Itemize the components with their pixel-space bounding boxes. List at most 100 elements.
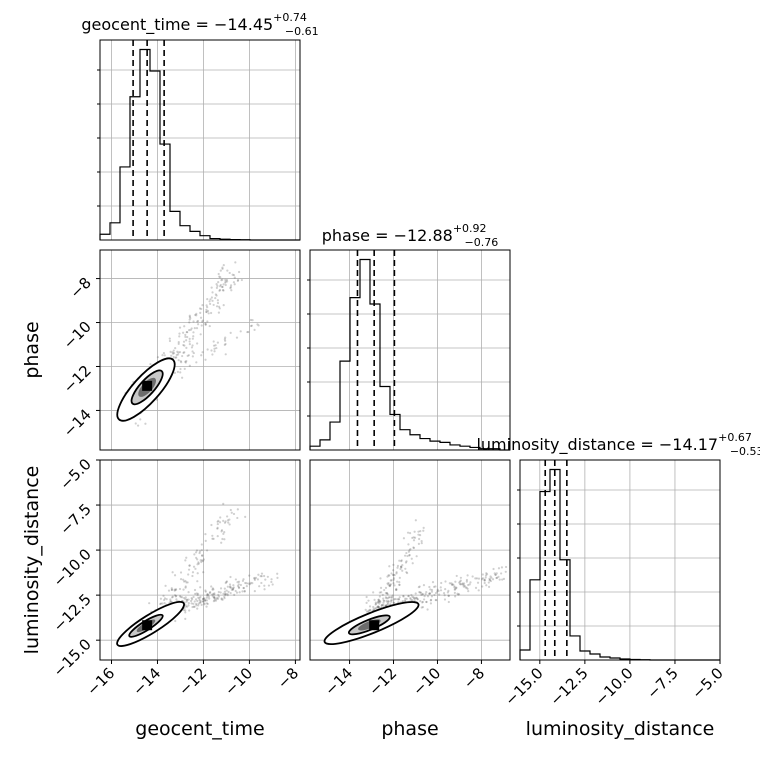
- scatter-point: [398, 559, 401, 562]
- scatter-point: [488, 578, 492, 581]
- scatter-point: [199, 559, 202, 562]
- scatter-point: [229, 508, 232, 512]
- scatter-point: [172, 355, 175, 359]
- scatter-point: [212, 303, 215, 307]
- scatter-point: [186, 605, 189, 608]
- scatter-point: [207, 593, 210, 597]
- scatter-point: [388, 565, 391, 568]
- scatter-point: [196, 319, 200, 323]
- scatter-point: [230, 586, 233, 589]
- scatter-point: [276, 576, 279, 580]
- scatter-point: [495, 572, 498, 575]
- scatter-point: [429, 602, 433, 605]
- scatter-point: [461, 583, 464, 586]
- scatter-point: [412, 536, 415, 539]
- scatter-point: [207, 595, 210, 598]
- scatter-point: [390, 579, 393, 582]
- scatter-point: [226, 585, 229, 588]
- scatter-point: [454, 595, 457, 598]
- scatter-point: [246, 330, 249, 334]
- scatter-point: [423, 595, 426, 598]
- scatter-point: [201, 559, 205, 563]
- scatter-point: [374, 601, 377, 604]
- scatter-point: [404, 567, 407, 570]
- scatter-point: [485, 584, 488, 587]
- scatter-point: [474, 586, 478, 590]
- scatter-point: [222, 289, 225, 292]
- scatter-point: [389, 583, 392, 586]
- scatter-point: [433, 593, 436, 597]
- scatter-point: [372, 591, 375, 594]
- scatter-point: [250, 324, 253, 327]
- scatter-point: [389, 599, 393, 602]
- scatter-point: [390, 600, 393, 603]
- scatter-point: [236, 508, 239, 511]
- scatter-point: [490, 576, 493, 579]
- scatter-point: [226, 269, 229, 272]
- scatter-point: [413, 536, 417, 539]
- scatter-point: [484, 574, 488, 577]
- x-axis-label-luminosity-distance: luminosity_distance: [526, 718, 715, 740]
- scatter-point: [270, 578, 273, 581]
- scatter-point: [489, 575, 492, 578]
- scatter-point: [209, 591, 212, 594]
- scatter-point: [183, 325, 186, 328]
- scatter-point: [235, 591, 239, 594]
- scatter-point: [215, 597, 218, 601]
- scatter-point: [226, 594, 229, 597]
- scatter-point: [177, 353, 180, 356]
- scatter-point: [419, 591, 422, 594]
- scatter-point: [191, 350, 194, 353]
- scatter-point: [223, 531, 226, 534]
- scatter-point: [248, 583, 252, 586]
- scatter-point: [193, 600, 196, 603]
- scatter-point: [169, 598, 172, 601]
- scatter-point: [253, 590, 256, 593]
- scatter-point: [215, 294, 218, 297]
- scatter-point: [226, 515, 229, 518]
- scatter-point: [206, 320, 209, 323]
- scatter-point: [396, 566, 399, 569]
- panel-phase-luminosity_distance: [309, 459, 511, 661]
- scatter-point: [411, 562, 414, 565]
- scatter-point: [200, 603, 203, 606]
- y-axis-label-phase: phase: [21, 321, 43, 378]
- scatter-point: [398, 596, 401, 599]
- scatter-point: [203, 603, 206, 606]
- scatter-point: [242, 586, 245, 590]
- scatter-point: [217, 311, 220, 314]
- scatter-point: [193, 326, 196, 330]
- scatter-point: [222, 519, 225, 523]
- scatter-point: [187, 568, 191, 571]
- scatter-point: [380, 604, 384, 607]
- scatter-point: [392, 582, 395, 585]
- scatter-point: [249, 324, 253, 328]
- scatter-point: [481, 585, 484, 588]
- panel-geocent_time-phase: −14−12−10−8: [60, 249, 301, 451]
- scatter-point: [228, 583, 232, 586]
- scatter-point: [382, 601, 385, 604]
- scatter-point: [192, 595, 195, 599]
- scatter-point: [182, 343, 185, 347]
- scatter-point: [466, 587, 469, 590]
- axes-frame: [309, 459, 511, 661]
- scatter-point: [178, 326, 182, 329]
- scatter-point: [380, 604, 383, 608]
- scatter-point: [232, 584, 235, 587]
- scatter-point: [422, 529, 425, 532]
- scatter-point: [377, 605, 380, 608]
- scatter-point: [422, 598, 426, 601]
- scatter-point: [176, 370, 180, 373]
- scatter-point: [421, 593, 424, 596]
- scatter-point: [222, 283, 225, 286]
- panel-content: [323, 519, 508, 646]
- scatter-point: [243, 590, 246, 593]
- scatter-point: [201, 554, 204, 557]
- scatter-point: [188, 337, 191, 340]
- scatter-point: [184, 596, 187, 599]
- scatter-point: [233, 276, 236, 279]
- scatter-point: [199, 601, 202, 604]
- scatter-point: [178, 335, 181, 338]
- scatter-point: [403, 599, 407, 602]
- scatter-point: [221, 267, 224, 270]
